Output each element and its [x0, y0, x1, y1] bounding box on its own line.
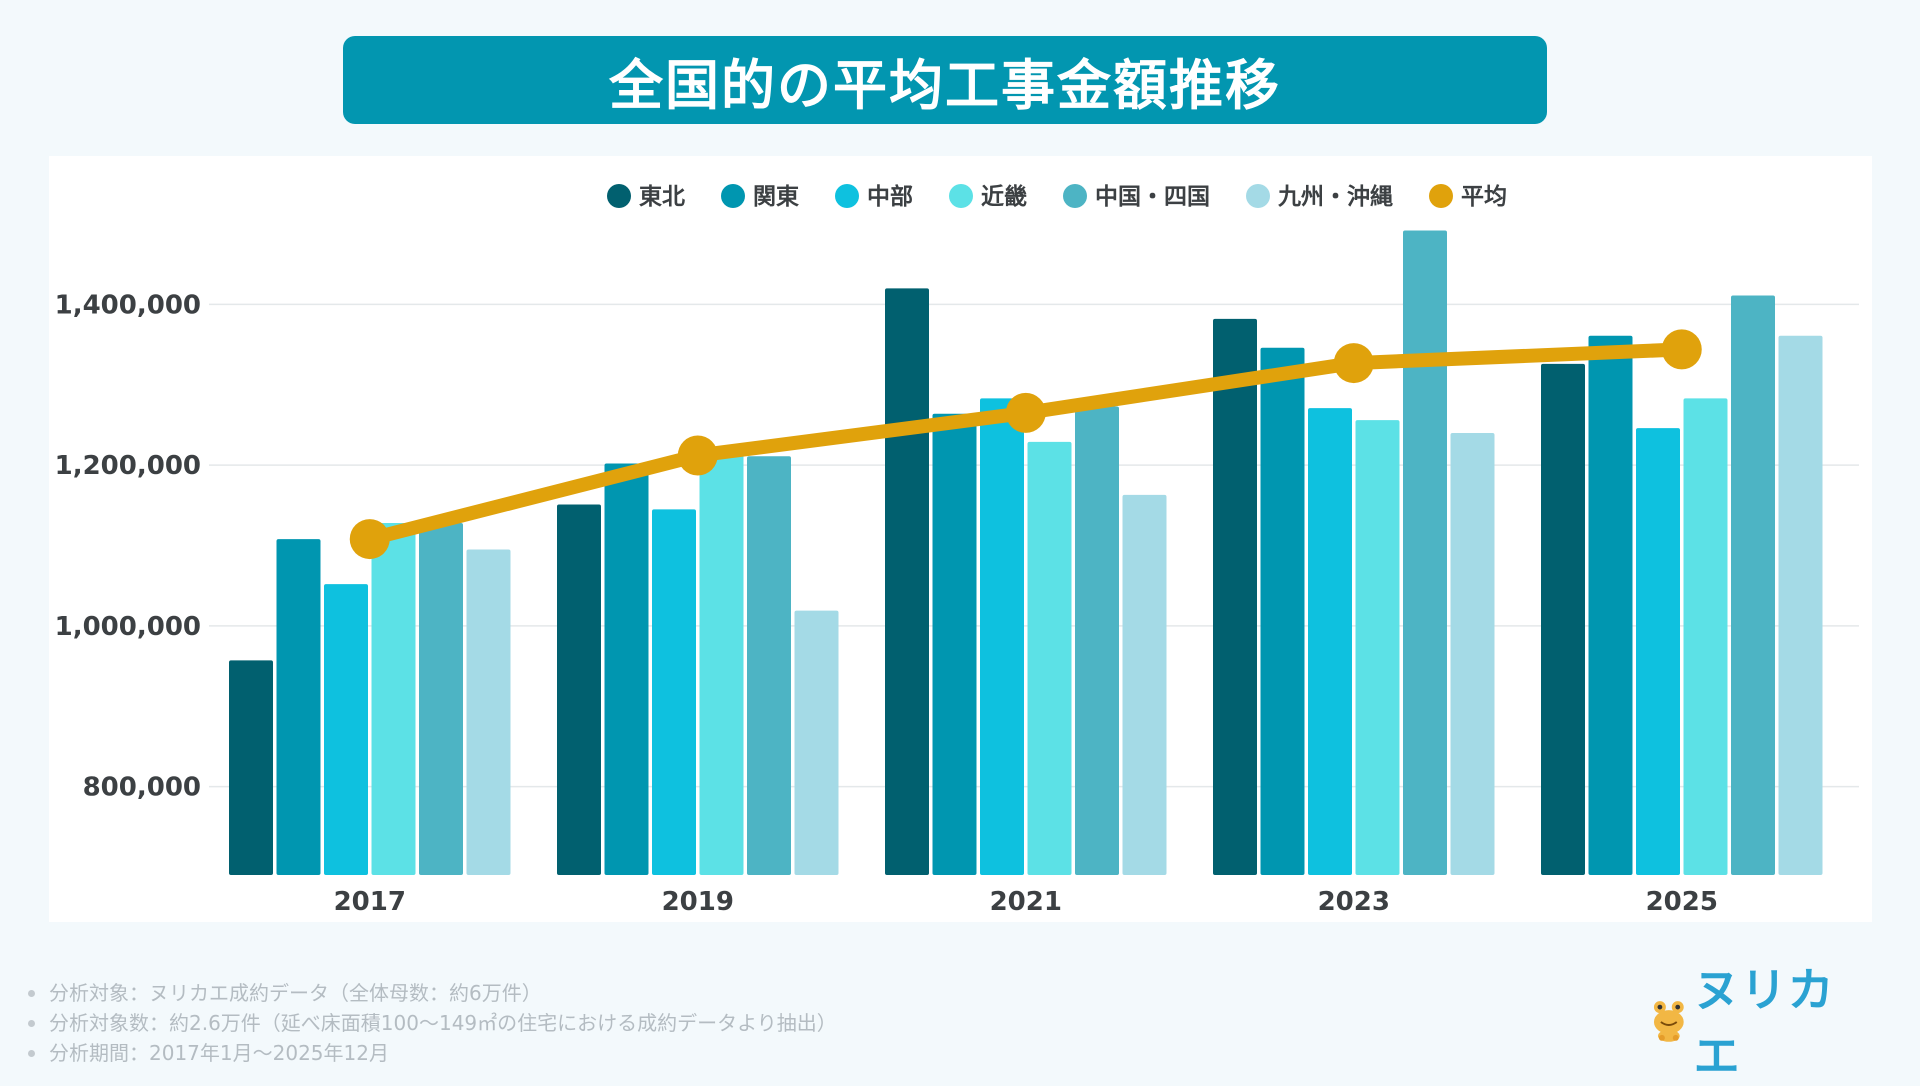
bar-近畿: [1355, 420, 1400, 875]
legend-label: 近畿: [981, 184, 1027, 210]
footer-note-text: 分析対象：ヌリカエ成約データ（全体母数：約6万件）: [49, 981, 542, 1005]
bullet-icon: [28, 1019, 35, 1027]
page-title: 全国的の平均工事金額推移: [609, 53, 1281, 117]
bar-中国・四国: [1403, 230, 1447, 876]
bar-中部: [1308, 408, 1352, 875]
bar-中部: [324, 584, 368, 875]
y-tick-label: 800,000: [83, 773, 201, 803]
bar-近畿: [699, 450, 744, 875]
legend-label: 中部: [867, 183, 913, 210]
bar-近畿: [1027, 441, 1072, 875]
legend-label: 平均: [1461, 183, 1507, 210]
footer-note: 分析対象数：約2.6万件（延べ床面積100〜149㎡の住宅における成約データより…: [28, 1008, 837, 1038]
x-tick-label: 2023: [1318, 887, 1390, 917]
logo-text: ヌリカエ: [1693, 963, 1835, 1083]
legend-label: 九州・沖縄: [1277, 184, 1393, 210]
y-tick-label: 1,000,000: [55, 612, 201, 642]
footer-note-text: 分析期間：2017年1月〜2025年12月: [49, 1041, 389, 1065]
bar-中部: [980, 398, 1024, 875]
bar-関東: [1260, 347, 1305, 875]
bar-中部: [1636, 428, 1680, 875]
title-banner: 全国的の平均工事金額推移: [343, 36, 1547, 124]
legend-marker: [721, 184, 745, 208]
bar-中部: [652, 509, 696, 875]
footer-note-text: 分析対象数：約2.6万件（延べ床面積100〜149㎡の住宅における成約データより…: [49, 1011, 837, 1035]
x-tick-label: 2025: [1646, 887, 1718, 917]
legend-marker: [1246, 184, 1270, 208]
bar-九州・沖縄: [1122, 494, 1167, 875]
average-point: [1005, 392, 1046, 433]
bar-関東: [276, 539, 321, 875]
bar-関東: [1588, 335, 1633, 875]
average-point: [1661, 329, 1702, 370]
legend-marker: [835, 184, 859, 208]
average-point: [349, 519, 390, 560]
y-tick-label: 1,400,000: [55, 290, 201, 320]
legend-label: 中国・四国: [1095, 184, 1210, 210]
bar-東北: [229, 660, 273, 875]
bullet-icon: [28, 1049, 35, 1057]
legend-label: 関東: [753, 184, 799, 210]
bar-東北: [1213, 318, 1257, 875]
bar-東北: [885, 288, 929, 875]
bar-九州・沖縄: [466, 549, 511, 875]
average-point: [677, 435, 718, 476]
average-point: [1333, 343, 1374, 384]
bar-中国・四国: [1075, 406, 1119, 875]
bar-関東: [932, 413, 977, 875]
bar-中国・四国: [1731, 295, 1775, 875]
bar-東北: [557, 504, 601, 875]
bullet-icon: [28, 989, 35, 997]
bar-中国・四国: [747, 456, 791, 875]
x-tick-label: 2017: [334, 887, 406, 917]
footer-note: 分析期間：2017年1月〜2025年12月: [28, 1038, 837, 1068]
y-tick-label: 1,200,000: [55, 451, 201, 481]
brand-logo: ヌリカエ: [1650, 963, 1880, 1083]
bar-近畿: [1683, 398, 1728, 875]
x-tick-label: 2021: [990, 887, 1062, 917]
footer-note: 分析対象：ヌリカエ成約データ（全体母数：約6万件）: [28, 978, 837, 1008]
bar-九州・沖縄: [1450, 432, 1495, 875]
x-tick-label: 2019: [662, 887, 734, 917]
bar-九州・沖縄: [1778, 335, 1823, 875]
bar-関東: [604, 463, 649, 875]
legend-marker: [1063, 184, 1087, 208]
legend-label: 東北: [639, 184, 685, 210]
footer-notes: 分析対象：ヌリカエ成約データ（全体母数：約6万件） 分析対象数：約2.6万件（延…: [28, 978, 837, 1068]
bar-東北: [1541, 363, 1585, 875]
bar-中国・四国: [419, 522, 463, 875]
legend-marker: [1429, 184, 1453, 208]
legend-marker: [607, 184, 631, 208]
bar-line-chart: 800,000 1,000,000 1,200,000 1,400,000 2017 20…: [55, 183, 1859, 917]
legend-marker: [949, 184, 973, 208]
bar-近畿: [371, 522, 416, 875]
frog-mascot-icon: [1653, 1001, 1684, 1042]
chart-panel: 800,000 1,000,000 1,200,000 1,400,000 2017 20…: [49, 156, 1872, 922]
bar-九州・沖縄: [794, 610, 839, 875]
